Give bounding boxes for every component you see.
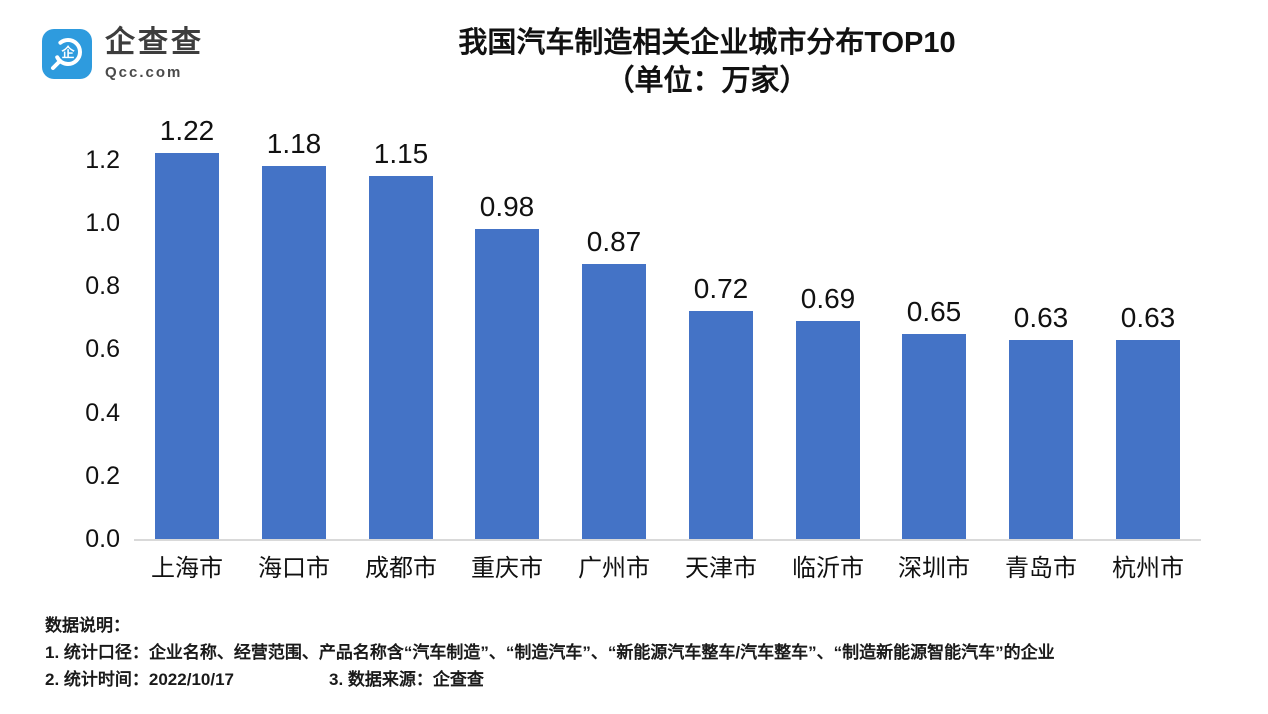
bar [582,264,646,539]
x-axis-category-label: 成都市 [365,555,437,582]
y-axis-tick-label: 0.8 [85,272,120,301]
bar-value-label: 1.15 [373,138,429,169]
y-axis-tick-label: 0.2 [85,461,120,490]
bar [689,311,753,539]
bar-value-label: 0.69 [800,283,856,314]
y-axis-tick-label: 0.6 [85,335,120,364]
x-axis-category-label: 深圳市 [898,555,970,582]
footer-notes: 数据说明： 1. 统计口径：企业名称、经营范围、产品名称含“汽车制造”、“制造汽… [45,612,1255,693]
footer-note-1: 1. 统计口径：企业名称、经营范围、产品名称含“汽车制造”、“制造汽车”、“新能… [45,643,1055,662]
bar [1116,340,1180,539]
logo-domain: Qcc.com [105,64,183,81]
bar-value-label: 0.87 [586,226,642,257]
x-axis-category-label: 海口市 [258,555,330,582]
chart-subtitle: （单位：万家） [605,65,809,97]
logo-name: 企查查 [105,26,204,59]
bar-value-label: 1.22 [159,115,215,146]
magnifier-glyph: 企 [51,38,82,70]
bar-value-label: 0.63 [1120,302,1176,333]
bar [369,176,433,539]
x-axis-category-label: 临沂市 [792,555,864,582]
x-axis-category-label: 重庆市 [471,555,543,582]
qcc-logo-icon: 企 [42,29,92,79]
bar [1009,340,1073,539]
y-axis-tick-label: 0.0 [85,525,120,553]
footer-note-2: 2. 统计时间：2022/10/17 3. 数据来源：企查查 [45,666,1255,693]
bar-value-label: 0.63 [1013,302,1069,333]
chart-title-block: 我国汽车制造相关企业城市分布TOP10 （单位：万家） [146,24,1268,100]
bar-value-label: 0.65 [906,296,962,327]
x-axis-category-label: 青岛市 [1005,555,1077,582]
bar [262,166,326,539]
x-axis-baseline [134,539,1201,541]
bar-value-label: 1.18 [266,128,322,159]
bar [902,334,966,539]
y-axis-tick-label: 1.0 [85,209,120,237]
x-axis-category-label: 杭州市 [1112,555,1184,582]
bar-value-label: 0.98 [479,191,535,222]
svg-text:企: 企 [60,45,75,61]
bar-value-label: 0.72 [693,273,749,304]
y-axis-tick-label: 0.4 [85,398,120,427]
footer-note-2-time: 2. 统计时间：2022/10/17 [45,670,234,689]
footer-note-2-source: 3. 数据来源：企查查 [328,670,484,689]
bar [155,153,219,539]
qcc-logo: 企 企查查 Qcc.com [42,28,204,80]
x-axis-category-label: 天津市 [685,555,757,582]
x-axis-category-label: 广州市 [578,555,650,582]
footer-heading: 数据说明： [45,616,130,635]
bar [475,229,539,539]
chart-title: 我国汽车制造相关企业城市分布TOP10 [458,27,956,59]
y-axis-tick-label: 1.2 [85,145,120,174]
bar [796,321,860,539]
x-axis-category-label: 上海市 [151,555,223,582]
